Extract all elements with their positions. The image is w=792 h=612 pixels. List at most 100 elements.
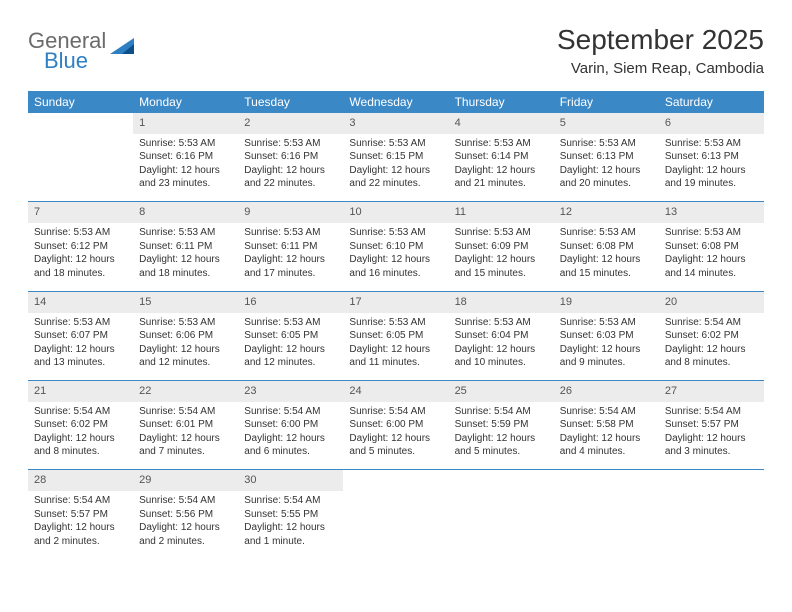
sunset-text: Sunset: 6:12 PM [34,240,127,254]
sunrise-text: Sunrise: 5:53 AM [34,226,127,240]
day-cell: Sunrise: 5:53 AMSunset: 6:15 PMDaylight:… [343,134,448,202]
day-number [343,470,448,491]
daylight-text: Daylight: 12 hours [34,432,127,446]
day-content-row: Sunrise: 5:53 AMSunset: 6:07 PMDaylight:… [28,313,764,381]
day-cell: Sunrise: 5:53 AMSunset: 6:13 PMDaylight:… [659,134,764,202]
daylight-text: Daylight: 12 hours [665,343,758,357]
day-cell: Sunrise: 5:54 AMSunset: 6:02 PMDaylight:… [659,313,764,381]
sunrise-text: Sunrise: 5:54 AM [349,405,442,419]
weekday-header: Tuesday [238,91,343,113]
sunrise-text: Sunrise: 5:54 AM [34,494,127,508]
day-number: 30 [238,470,343,491]
sunset-text: Sunset: 6:00 PM [349,418,442,432]
sunset-text: Sunset: 6:04 PM [455,329,548,343]
calendar-body: 123456Sunrise: 5:53 AMSunset: 6:16 PMDay… [28,113,764,559]
daylight-text: and 12 minutes. [139,356,232,370]
sunset-text: Sunset: 6:16 PM [139,150,232,164]
daylight-text: and 2 minutes. [139,535,232,549]
day-number: 9 [238,202,343,223]
day-cell: Sunrise: 5:54 AMSunset: 6:00 PMDaylight:… [343,402,448,470]
sunrise-text: Sunrise: 5:54 AM [665,405,758,419]
day-cell: Sunrise: 5:54 AMSunset: 5:55 PMDaylight:… [238,491,343,559]
day-number: 18 [449,291,554,312]
logo-word2: Blue [44,50,106,72]
daylight-text: and 22 minutes. [244,177,337,191]
weekday-header: Friday [554,91,659,113]
day-cell: Sunrise: 5:53 AMSunset: 6:06 PMDaylight:… [133,313,238,381]
calendar-page: General Blue September 2025 Varin, Siem … [0,0,792,583]
day-number: 27 [659,381,764,402]
daylight-text: and 17 minutes. [244,267,337,281]
day-cell: Sunrise: 5:54 AMSunset: 5:59 PMDaylight:… [449,402,554,470]
day-number: 1 [133,113,238,134]
sunset-text: Sunset: 6:11 PM [139,240,232,254]
day-cell [343,491,448,559]
daylight-text: and 9 minutes. [560,356,653,370]
day-number: 10 [343,202,448,223]
day-cell: Sunrise: 5:54 AMSunset: 6:01 PMDaylight:… [133,402,238,470]
sunrise-text: Sunrise: 5:54 AM [139,494,232,508]
day-cell: Sunrise: 5:53 AMSunset: 6:05 PMDaylight:… [343,313,448,381]
sunset-text: Sunset: 6:02 PM [34,418,127,432]
daylight-text: and 10 minutes. [455,356,548,370]
day-cell: Sunrise: 5:53 AMSunset: 6:08 PMDaylight:… [554,223,659,291]
day-number: 6 [659,113,764,134]
sunrise-text: Sunrise: 5:53 AM [349,137,442,151]
month-title: September 2025 [557,24,764,56]
daylight-text: Daylight: 12 hours [455,164,548,178]
sunset-text: Sunset: 6:01 PM [139,418,232,432]
day-cell: Sunrise: 5:53 AMSunset: 6:11 PMDaylight:… [238,223,343,291]
day-cell: Sunrise: 5:54 AMSunset: 6:00 PMDaylight:… [238,402,343,470]
daylight-text: and 3 minutes. [665,445,758,459]
day-content-row: Sunrise: 5:53 AMSunset: 6:12 PMDaylight:… [28,223,764,291]
day-cell: Sunrise: 5:53 AMSunset: 6:14 PMDaylight:… [449,134,554,202]
daylight-text: Daylight: 12 hours [665,164,758,178]
day-cell: Sunrise: 5:53 AMSunset: 6:16 PMDaylight:… [133,134,238,202]
weekday-header-row: Sunday Monday Tuesday Wednesday Thursday… [28,91,764,113]
day-number: 22 [133,381,238,402]
daylight-text: Daylight: 12 hours [244,343,337,357]
sunset-text: Sunset: 6:05 PM [244,329,337,343]
daynum-row: 282930 [28,470,764,491]
sunset-text: Sunset: 6:14 PM [455,150,548,164]
daylight-text: and 5 minutes. [349,445,442,459]
day-number: 17 [343,291,448,312]
day-number: 5 [554,113,659,134]
daylight-text: Daylight: 12 hours [349,164,442,178]
sunrise-text: Sunrise: 5:53 AM [560,137,653,151]
day-cell: Sunrise: 5:53 AMSunset: 6:12 PMDaylight:… [28,223,133,291]
day-number: 11 [449,202,554,223]
day-cell [449,491,554,559]
daynum-row: 21222324252627 [28,381,764,402]
daylight-text: and 18 minutes. [34,267,127,281]
weekday-header: Thursday [449,91,554,113]
sunrise-text: Sunrise: 5:53 AM [139,137,232,151]
sunset-text: Sunset: 6:00 PM [244,418,337,432]
day-number: 24 [343,381,448,402]
day-number: 14 [28,291,133,312]
day-cell: Sunrise: 5:53 AMSunset: 6:09 PMDaylight:… [449,223,554,291]
sunrise-text: Sunrise: 5:53 AM [244,316,337,330]
sunrise-text: Sunrise: 5:53 AM [139,226,232,240]
daylight-text: and 13 minutes. [34,356,127,370]
day-content-row: Sunrise: 5:53 AMSunset: 6:16 PMDaylight:… [28,134,764,202]
title-block: September 2025 Varin, Siem Reap, Cambodi… [557,24,764,77]
daylight-text: Daylight: 12 hours [560,432,653,446]
daylight-text: Daylight: 12 hours [349,432,442,446]
day-number: 26 [554,381,659,402]
page-header: General Blue September 2025 Varin, Siem … [28,24,764,77]
sunset-text: Sunset: 5:55 PM [244,508,337,522]
day-cell: Sunrise: 5:53 AMSunset: 6:10 PMDaylight:… [343,223,448,291]
sunrise-text: Sunrise: 5:53 AM [560,226,653,240]
sunrise-text: Sunrise: 5:53 AM [665,137,758,151]
daylight-text: and 7 minutes. [139,445,232,459]
sunset-text: Sunset: 6:13 PM [560,150,653,164]
day-number [28,113,133,134]
day-cell: Sunrise: 5:53 AMSunset: 6:16 PMDaylight:… [238,134,343,202]
logo-triangle-icon [110,36,136,58]
sunrise-text: Sunrise: 5:53 AM [244,137,337,151]
daylight-text: Daylight: 12 hours [139,253,232,267]
day-number: 12 [554,202,659,223]
daylight-text: Daylight: 12 hours [455,253,548,267]
sunset-text: Sunset: 6:08 PM [560,240,653,254]
